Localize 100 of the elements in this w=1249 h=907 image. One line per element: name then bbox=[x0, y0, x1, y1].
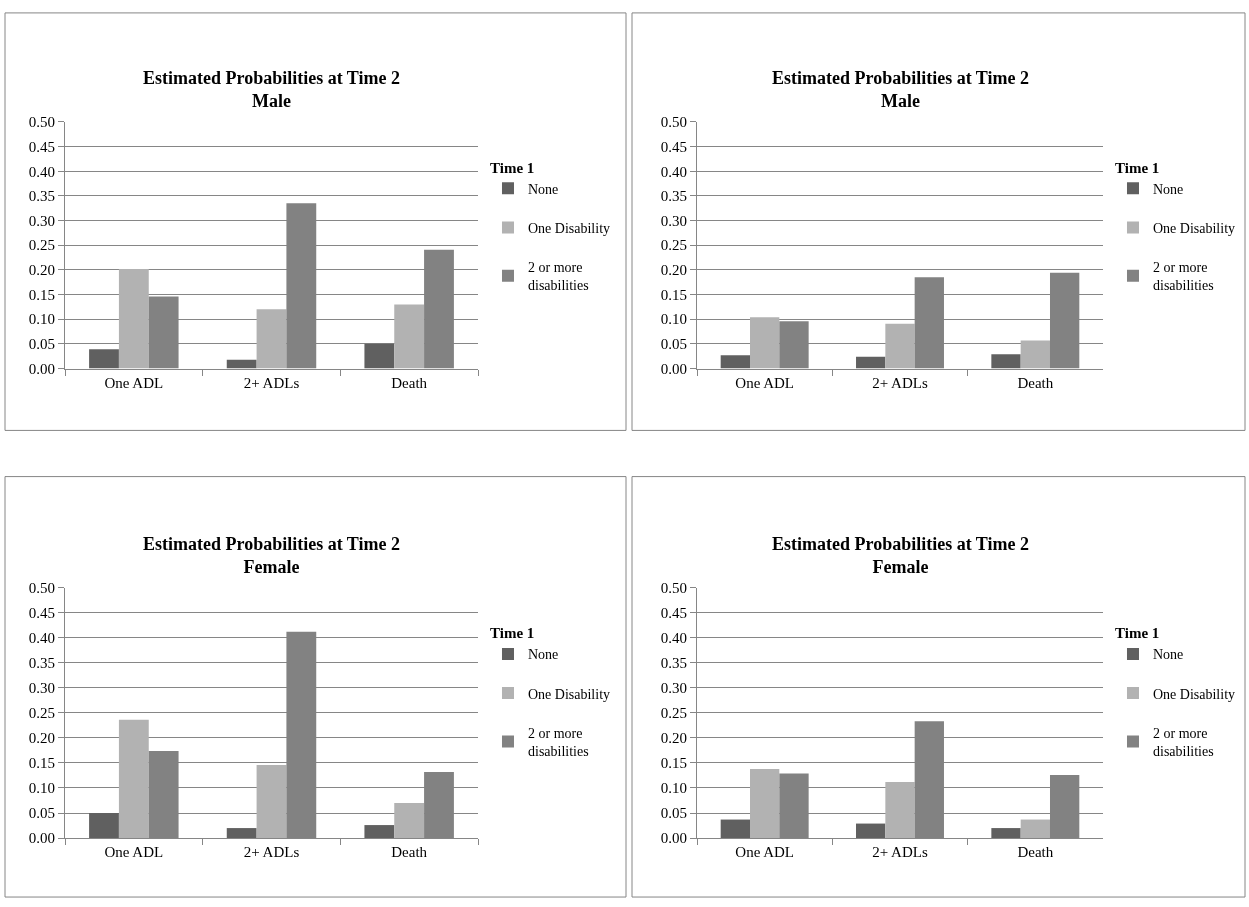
x-tick-label: 2+ ADLs bbox=[243, 844, 300, 861]
y-tick-label: 0.20 bbox=[660, 262, 687, 279]
bar bbox=[1020, 819, 1050, 839]
y-tick-label: 0.15 bbox=[660, 755, 687, 772]
bar bbox=[256, 764, 287, 839]
legend-title: Time 1 bbox=[1114, 625, 1160, 642]
y-tick-label: 0.20 bbox=[28, 262, 55, 279]
bar bbox=[364, 343, 395, 369]
y-tick-label: 0.10 bbox=[660, 780, 687, 797]
bar bbox=[394, 304, 425, 369]
y-tick-label: 0.05 bbox=[660, 336, 687, 353]
y-tick-label: 0.10 bbox=[660, 311, 687, 328]
chart-subtitle: Male bbox=[881, 91, 921, 112]
bar bbox=[720, 819, 751, 839]
y-tick-label: 0.50 bbox=[660, 114, 687, 131]
y-tick-label: 0.35 bbox=[28, 188, 55, 205]
chart-title: Estimated Probabilities at Time 2 bbox=[143, 68, 401, 88]
chart-subtitle: Male bbox=[252, 91, 292, 112]
legend-label: None bbox=[1152, 181, 1184, 197]
y-tick-label: 0.40 bbox=[28, 629, 55, 646]
y-tick-label: 0.15 bbox=[28, 286, 55, 303]
y-tick-label: 0.25 bbox=[28, 705, 55, 722]
bar bbox=[394, 803, 425, 839]
legend-label: None bbox=[1152, 647, 1184, 663]
bar bbox=[991, 828, 1021, 839]
bar bbox=[720, 355, 751, 369]
y-tick-label: 0.50 bbox=[660, 579, 687, 596]
bar bbox=[89, 813, 119, 839]
bar bbox=[856, 356, 886, 369]
y-tick-label: 0.25 bbox=[660, 237, 687, 254]
bar bbox=[991, 354, 1021, 369]
y-tick-label: 0.30 bbox=[28, 680, 55, 697]
x-tick-label: Death bbox=[391, 374, 428, 391]
y-tick-label: 0.50 bbox=[28, 114, 55, 131]
y-tick-label: 0.45 bbox=[28, 138, 55, 155]
y-tick-label: 0.10 bbox=[28, 311, 55, 328]
legend-title: Time 1 bbox=[489, 159, 535, 176]
y-tick-label: 0.00 bbox=[660, 360, 687, 377]
bar bbox=[364, 825, 395, 839]
y-tick-label: 0.20 bbox=[28, 730, 55, 747]
bar bbox=[226, 359, 257, 369]
legend-label: 2 or more disabilities bbox=[1152, 725, 1214, 759]
bar bbox=[118, 719, 149, 839]
x-tick-label: 2+ ADLs bbox=[872, 374, 928, 391]
chart-title: Estimated Probabilities at Time 2 bbox=[772, 534, 1030, 554]
bar bbox=[750, 317, 780, 369]
bar bbox=[856, 823, 886, 839]
legend-label: 2 or more disabilities bbox=[1152, 260, 1214, 294]
y-tick-label: 0.30 bbox=[28, 212, 55, 229]
legend-label: 2 or more disabilities bbox=[527, 725, 589, 759]
y-tick-label: 0.45 bbox=[28, 604, 55, 621]
y-tick-label: 0.30 bbox=[660, 212, 687, 229]
bar bbox=[885, 781, 915, 839]
y-tick-label: 0.30 bbox=[660, 680, 687, 697]
x-tick-label: One ADL bbox=[735, 374, 795, 391]
y-tick-label: 0.05 bbox=[28, 805, 55, 822]
y-tick-label: 0.25 bbox=[28, 237, 55, 254]
x-tick-label: One ADL bbox=[104, 374, 164, 391]
legend-label: None bbox=[527, 181, 559, 197]
y-tick-label: 0.40 bbox=[28, 163, 55, 180]
y-tick-label: 0.45 bbox=[660, 604, 687, 621]
y-tick-label: 0.00 bbox=[28, 360, 55, 377]
y-tick-label: 0.05 bbox=[28, 336, 55, 353]
chart-subtitle: Female bbox=[872, 557, 929, 578]
x-tick-label: 2+ ADLs bbox=[872, 844, 928, 861]
y-tick-label: 0.00 bbox=[28, 830, 55, 847]
y-tick-label: 0.15 bbox=[28, 755, 55, 772]
x-tick-label: One ADL bbox=[735, 844, 795, 861]
legend-title: Time 1 bbox=[1114, 159, 1160, 176]
y-tick-label: 0.20 bbox=[660, 730, 687, 747]
x-tick-label: One ADL bbox=[104, 844, 164, 861]
y-tick-label: 0.00 bbox=[660, 830, 687, 847]
y-tick-label: 0.50 bbox=[28, 579, 55, 596]
bar bbox=[89, 349, 119, 369]
bar bbox=[256, 309, 287, 369]
y-tick-label: 0.45 bbox=[660, 138, 687, 155]
y-tick-label: 0.15 bbox=[660, 286, 687, 303]
legend-label: One Disability bbox=[527, 686, 611, 702]
bar bbox=[118, 268, 149, 369]
y-tick-label: 0.10 bbox=[28, 780, 55, 797]
y-tick-label: 0.25 bbox=[660, 705, 687, 722]
bar bbox=[1020, 340, 1050, 369]
chart-title: Estimated Probabilities at Time 2 bbox=[772, 68, 1030, 88]
y-tick-label: 0.40 bbox=[660, 629, 687, 646]
bar bbox=[750, 768, 780, 839]
legend-title: Time 1 bbox=[489, 625, 535, 642]
legend-label: None bbox=[527, 647, 559, 663]
y-tick-label: 0.35 bbox=[28, 654, 55, 671]
y-tick-label: 0.40 bbox=[660, 163, 687, 180]
y-tick-label: 0.05 bbox=[660, 805, 687, 822]
legend-label: One Disability bbox=[1152, 220, 1236, 236]
legend-label: One Disability bbox=[527, 220, 611, 236]
chart-subtitle: Female bbox=[243, 557, 300, 578]
y-tick-label: 0.35 bbox=[660, 188, 687, 205]
chart-title: Estimated Probabilities at Time 2 bbox=[143, 534, 401, 554]
legend-label: 2 or more disabilities bbox=[527, 260, 589, 294]
x-tick-label: Death bbox=[1017, 374, 1054, 391]
x-tick-label: 2+ ADLs bbox=[243, 374, 300, 391]
legend-label: One Disability bbox=[1152, 686, 1236, 702]
bar bbox=[226, 828, 257, 839]
